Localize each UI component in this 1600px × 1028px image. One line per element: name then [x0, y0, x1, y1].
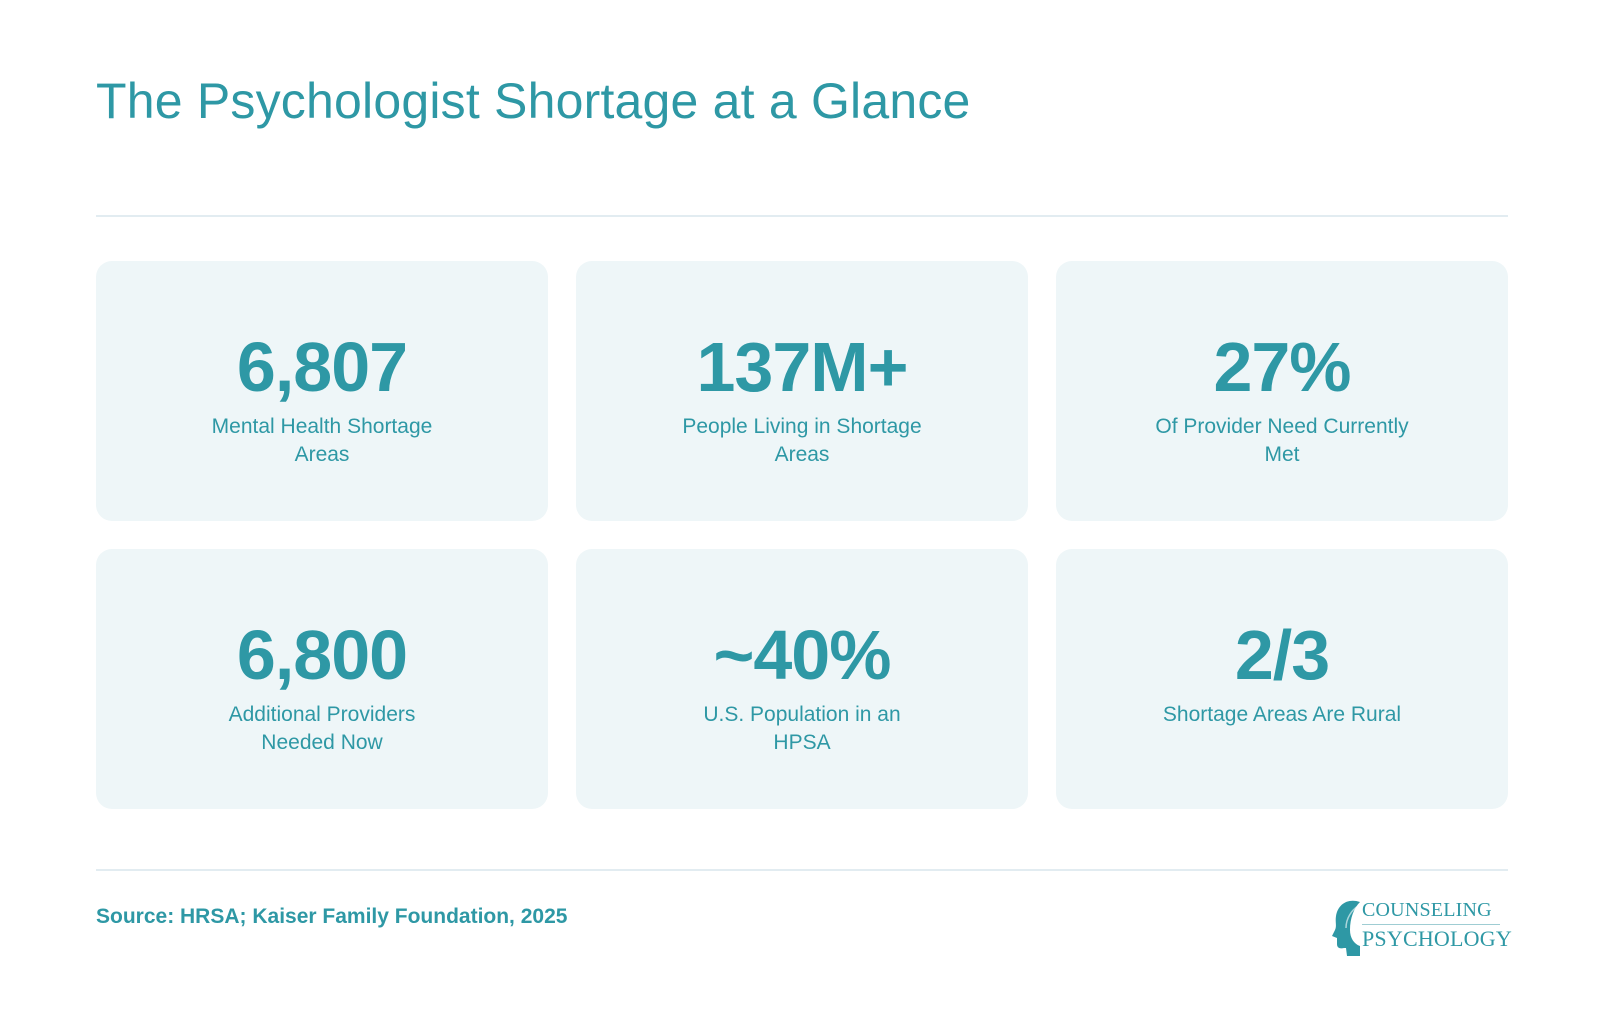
- stat-label: Additional Providers Needed Now: [228, 703, 416, 754]
- stat-value: 27%: [1213, 328, 1351, 406]
- stats-grid: 6,807 Mental Health Shortage Areas 137M+…: [96, 261, 1508, 809]
- stat-label: Mental Health Shortage Areas: [211, 415, 433, 466]
- stat-label: Shortage Areas Are Rural: [1162, 703, 1402, 726]
- stat-card-rural: 2/3 Shortage Areas Are Rural: [1056, 549, 1508, 809]
- page-title: The Psychologist Shortage at a Glance: [96, 73, 971, 129]
- stat-value: ~40%: [713, 616, 892, 694]
- stat-card-people-living: 137M+ People Living in Shortage Areas: [576, 261, 1028, 521]
- stat-value: 2/3: [1234, 616, 1330, 694]
- stat-value: 137M+: [696, 328, 909, 406]
- stat-label: People Living in Shortage Areas: [682, 415, 922, 466]
- logo-separator: [1362, 924, 1500, 925]
- stat-card-additional-providers: 6,800 Additional Providers Needed Now: [96, 549, 548, 809]
- source-note: Source: HRSA; Kaiser Family Foundation, …: [96, 905, 568, 928]
- bottom-divider: [96, 869, 1508, 871]
- logo-text-line2: PSYCHOLOGY: [1362, 926, 1512, 951]
- logo-text-line1: COUNSELING: [1362, 899, 1492, 921]
- counseling-psychology-logo: COUNSELING PSYCHOLOGY: [1330, 896, 1512, 958]
- stat-value: 6,807: [236, 328, 408, 406]
- stat-value: 6,800: [236, 616, 408, 694]
- head-profile-icon: [1332, 900, 1360, 956]
- stat-card-need-met: 27% Of Provider Need Currently Met: [1056, 261, 1508, 521]
- stat-card-population-hpsa: ~40% U.S. Population in an HPSA: [576, 549, 1028, 809]
- stat-label: U.S. Population in an HPSA: [703, 703, 901, 754]
- top-divider: [96, 215, 1508, 217]
- stat-label: Of Provider Need Currently Met: [1155, 415, 1409, 466]
- stat-card-shortage-areas: 6,807 Mental Health Shortage Areas: [96, 261, 548, 521]
